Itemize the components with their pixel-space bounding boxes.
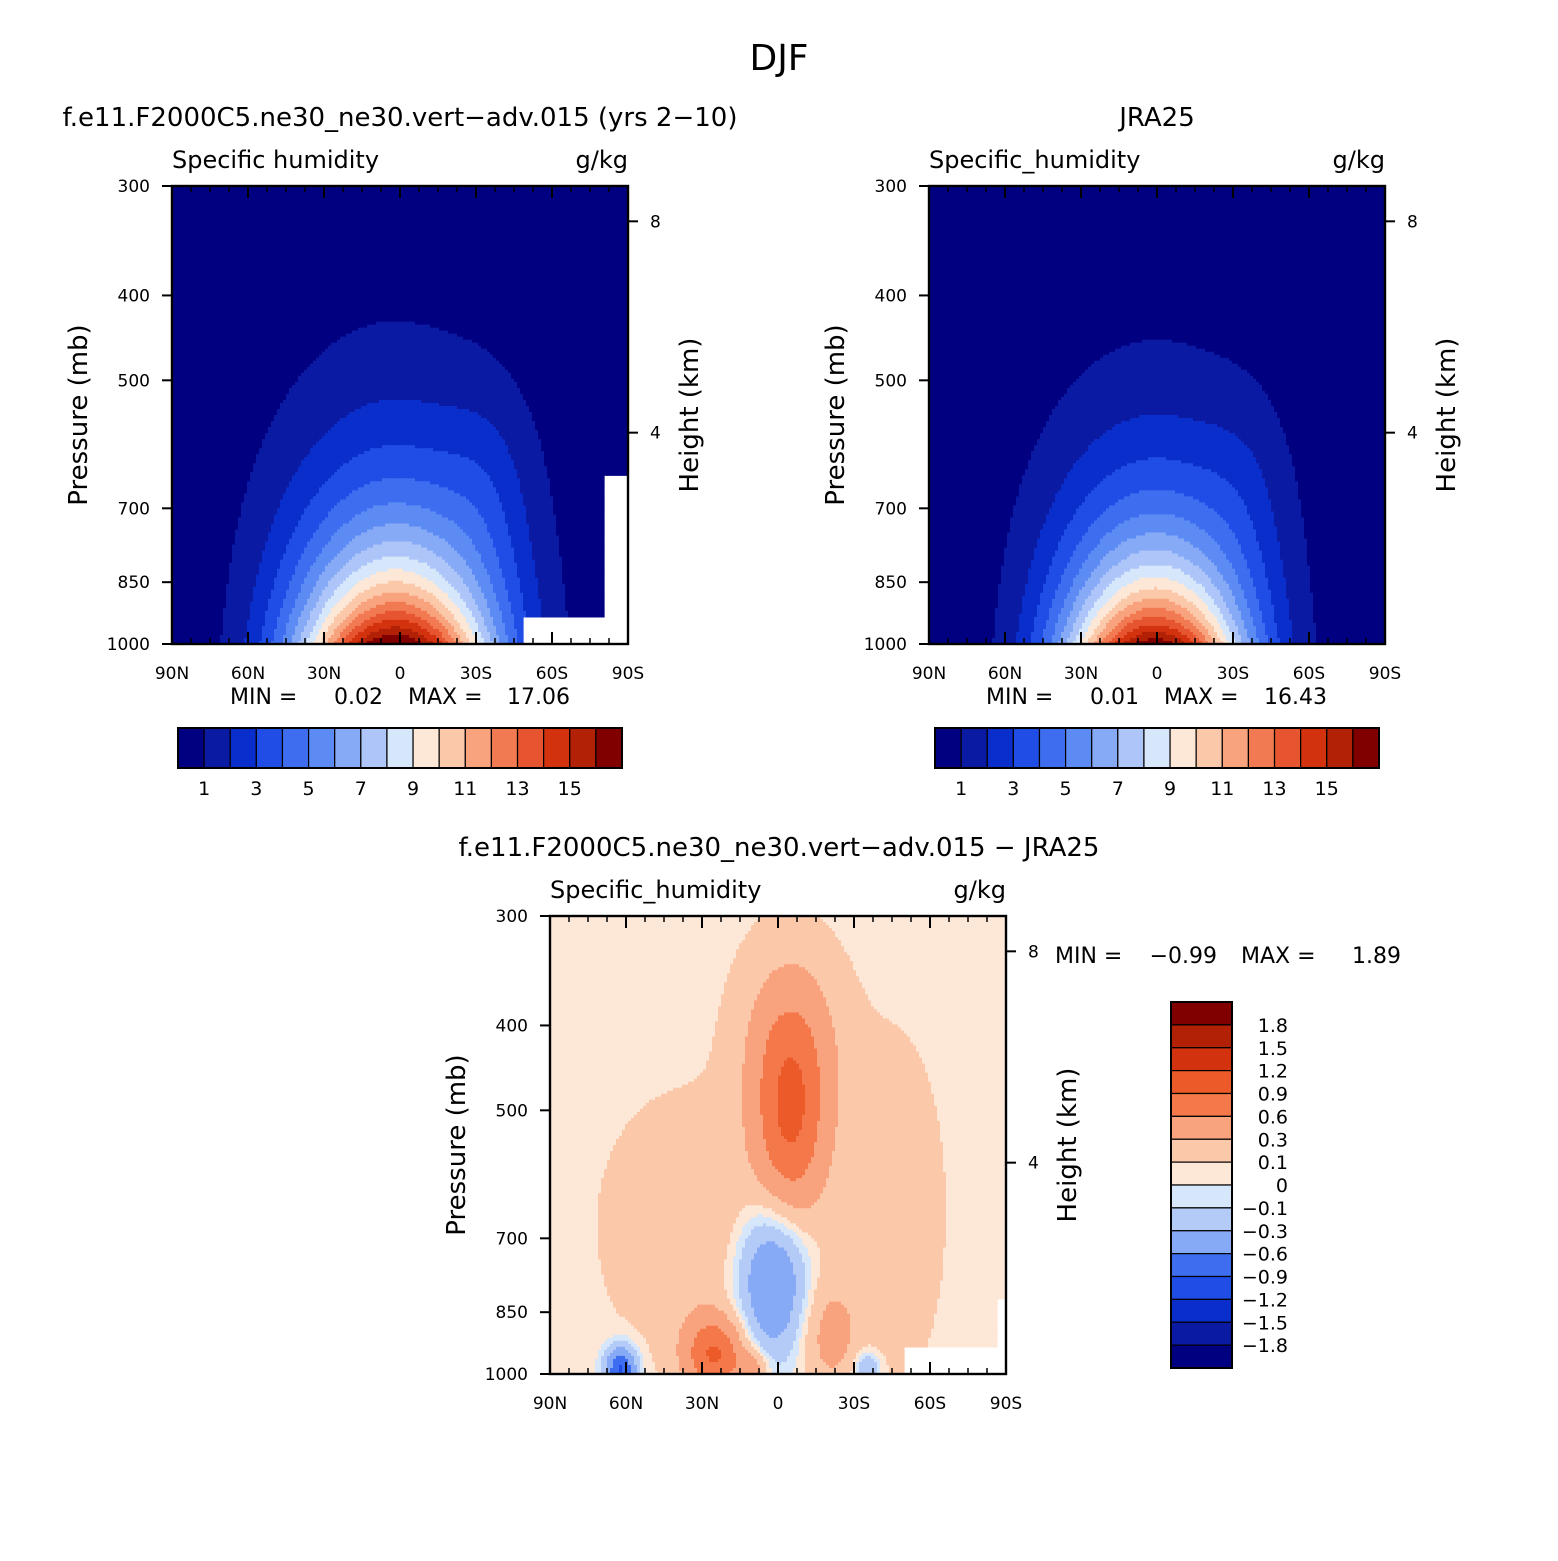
model-field — [172, 186, 629, 645]
season-title: DJF — [749, 38, 808, 79]
